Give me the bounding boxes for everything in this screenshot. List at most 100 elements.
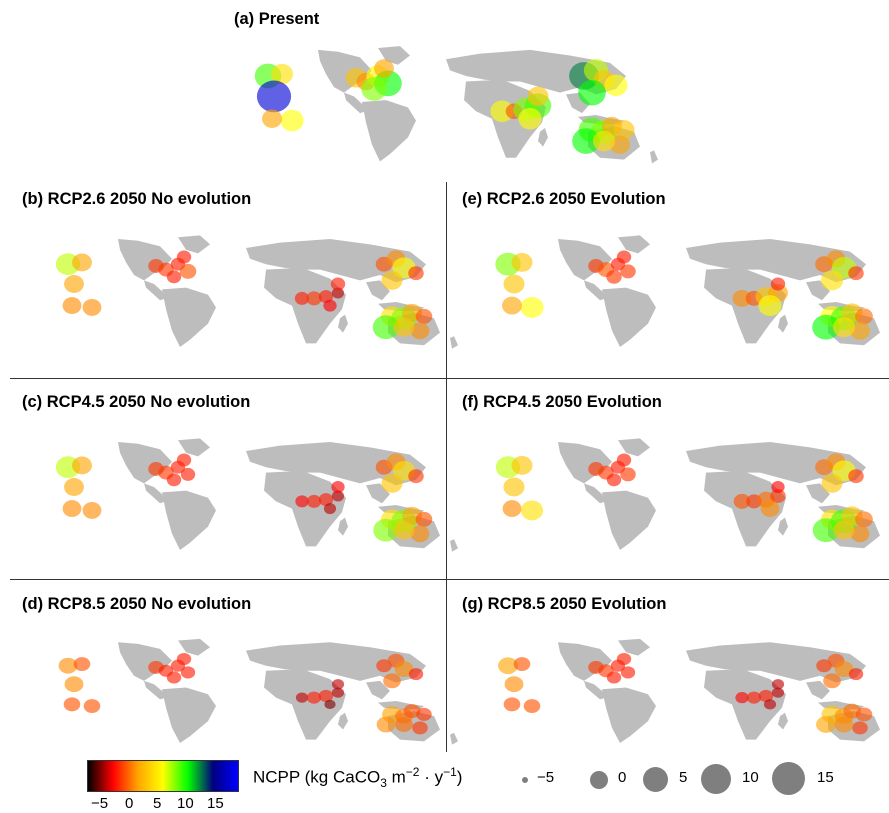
- size-dot: [701, 764, 731, 794]
- land-south-america: [162, 490, 216, 550]
- panel-rcp26-no-evolution: (b) RCP2.6 2050 No evolution: [10, 180, 458, 375]
- land-madagascar: [338, 712, 348, 730]
- reef-site-marker: [393, 520, 415, 540]
- world-map: [254, 46, 658, 164]
- land-greenland: [178, 638, 210, 656]
- reef-site-marker: [72, 253, 92, 272]
- reef-site-marker: [394, 661, 414, 677]
- reef-site-marker: [176, 250, 192, 264]
- panel-rcp45-no-evolution: (c) RCP4.5 2050 No evolution: [10, 383, 458, 578]
- land-greenland: [618, 235, 650, 254]
- legend-title-text: · y: [419, 767, 444, 787]
- reef-site-marker: [848, 469, 864, 484]
- reef-site-marker: [64, 275, 84, 293]
- reef-site-marker: [318, 493, 334, 507]
- legend-title-text: NCPP (kg CaCO: [253, 767, 381, 787]
- reef-site-marker: [58, 657, 78, 674]
- reef-site-marker: [166, 671, 182, 684]
- reef-site-marker: [331, 481, 345, 493]
- reef-site-marker: [620, 264, 636, 279]
- reef-site-marker: [306, 494, 322, 508]
- colorbar: [87, 760, 239, 792]
- size-label: 0: [618, 769, 627, 786]
- reef-site-marker: [770, 489, 786, 503]
- reef-site-marker: [812, 314, 840, 340]
- reef-site-marker: [850, 321, 870, 340]
- land-africa: [704, 470, 786, 547]
- reef-site-marker: [324, 699, 336, 710]
- reef-site-marker: [295, 692, 309, 703]
- reef-site-marker: [63, 697, 81, 712]
- legend: −5 0 5 10 15 NCPP (kg CaCO3 m−2 · y−1) −…: [0, 745, 889, 813]
- land-europe-asia: [246, 239, 426, 283]
- size-dot: [522, 777, 528, 783]
- land-south-america: [162, 687, 216, 743]
- reef-site-marker: [82, 501, 102, 519]
- world-map: [58, 638, 458, 745]
- reef-site-marker: [62, 500, 82, 518]
- reef-site-marker: [502, 296, 522, 315]
- land-central-america: [584, 280, 606, 301]
- reef-site-marker: [280, 109, 304, 132]
- panel-title: (g) RCP8.5 2050 Evolution: [462, 595, 667, 613]
- legend-title-subscript: 3: [380, 776, 387, 791]
- world-map: [495, 438, 880, 550]
- reef-site-marker: [270, 63, 294, 85]
- size-label: 5: [679, 769, 688, 786]
- size-label: −5: [537, 769, 555, 786]
- reef-site-marker: [503, 697, 521, 712]
- land-africa: [264, 669, 346, 740]
- land-central-america: [144, 280, 166, 301]
- land-se-asia: [366, 680, 390, 700]
- reef-site-marker: [408, 668, 424, 681]
- world-map: [498, 638, 880, 743]
- legend-title-text: m: [386, 767, 406, 787]
- reef-site-marker: [323, 503, 337, 515]
- land-greenland: [618, 438, 650, 457]
- reef-site-marker: [816, 716, 836, 733]
- world-map: [55, 438, 458, 552]
- land-south-america: [362, 100, 416, 162]
- reef-site-marker: [166, 270, 182, 284]
- land-new-zealand: [450, 732, 458, 745]
- reef-site-marker: [834, 716, 854, 733]
- reef-site-marker: [520, 296, 544, 318]
- reef-site-marker: [381, 270, 403, 290]
- reef-site-marker: [72, 456, 92, 475]
- legend-title-superscript: −2: [405, 765, 420, 779]
- reef-site-marker: [758, 689, 774, 703]
- legend-title-superscript: −1: [443, 765, 457, 779]
- reef-site-marker: [180, 467, 196, 481]
- land-madagascar: [778, 517, 788, 536]
- land-central-america: [344, 92, 366, 114]
- reef-site-marker: [408, 469, 424, 484]
- reef-site-marker: [410, 525, 430, 543]
- reef-site-marker: [372, 315, 400, 340]
- panel-rcp45-evolution: (f) RCP4.5 2050 Evolution: [450, 383, 885, 578]
- reef-site-marker: [610, 135, 630, 155]
- land-south-america: [602, 287, 656, 347]
- land-madagascar: [338, 517, 348, 536]
- reef-site-marker: [816, 659, 832, 673]
- reef-site-marker: [73, 657, 91, 672]
- land-europe-asia: [246, 442, 426, 486]
- reef-site-marker: [381, 473, 403, 493]
- size-dot: [772, 762, 805, 795]
- reef-site-marker: [616, 652, 632, 666]
- land-madagascar: [778, 712, 788, 730]
- land-africa: [264, 267, 346, 344]
- reef-site-marker: [620, 666, 636, 679]
- reef-site-marker: [294, 291, 310, 305]
- reef-site-marker: [403, 704, 421, 719]
- reef-site-marker: [606, 473, 622, 487]
- reef-site-marker: [832, 317, 856, 338]
- reef-site-marker: [295, 495, 309, 508]
- land-greenland: [618, 638, 650, 656]
- reef-site-marker: [855, 308, 873, 325]
- panel-rcp26-evolution: (e) RCP2.6 2050 Evolution: [450, 180, 885, 375]
- panel-title: (b) RCP2.6 2050 No evolution: [22, 190, 252, 208]
- land-europe-asia: [686, 642, 866, 683]
- reef-site-marker: [518, 107, 542, 130]
- land-madagascar: [338, 314, 348, 333]
- colorbar-tick: −5: [91, 795, 109, 812]
